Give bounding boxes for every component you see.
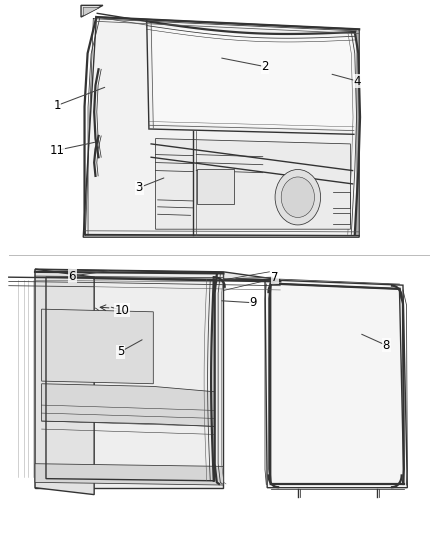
Circle shape bbox=[275, 169, 321, 225]
Text: 9: 9 bbox=[249, 296, 257, 309]
Text: 5: 5 bbox=[117, 345, 124, 358]
Polygon shape bbox=[35, 464, 223, 485]
Polygon shape bbox=[83, 7, 100, 16]
Text: 3: 3 bbox=[136, 181, 143, 194]
Polygon shape bbox=[42, 384, 215, 426]
Polygon shape bbox=[42, 309, 153, 384]
Circle shape bbox=[281, 177, 314, 217]
Text: 10: 10 bbox=[114, 304, 129, 317]
Polygon shape bbox=[155, 139, 350, 229]
Text: 2: 2 bbox=[261, 60, 269, 73]
Polygon shape bbox=[83, 17, 359, 237]
Polygon shape bbox=[35, 269, 223, 488]
Text: 11: 11 bbox=[49, 144, 64, 157]
Text: 6: 6 bbox=[68, 270, 76, 282]
Bar bbox=[197, 169, 234, 204]
Polygon shape bbox=[152, 27, 353, 129]
Polygon shape bbox=[35, 269, 280, 280]
Text: 1: 1 bbox=[53, 99, 61, 112]
Polygon shape bbox=[35, 269, 94, 495]
Text: 7: 7 bbox=[271, 271, 279, 284]
Polygon shape bbox=[81, 5, 103, 17]
Polygon shape bbox=[265, 280, 407, 488]
Text: 8: 8 bbox=[383, 339, 390, 352]
Text: 4: 4 bbox=[353, 75, 361, 87]
